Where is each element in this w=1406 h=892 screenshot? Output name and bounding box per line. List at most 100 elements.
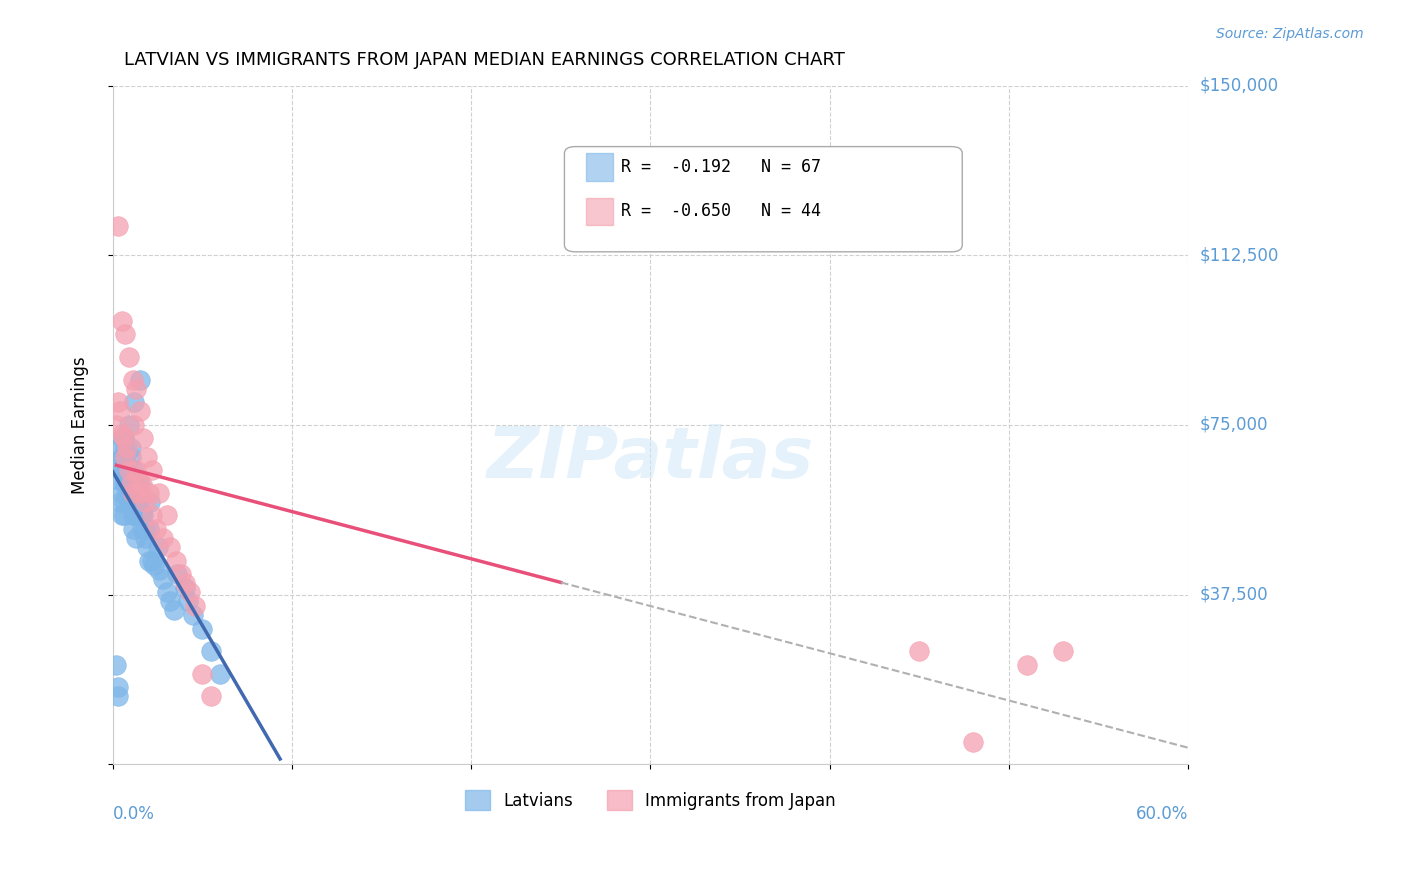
Point <box>200 690 222 704</box>
Point <box>184 599 207 613</box>
FancyBboxPatch shape <box>564 146 962 252</box>
Point <box>128 504 150 518</box>
Point <box>105 657 128 672</box>
Point <box>120 441 142 455</box>
Point <box>112 508 135 523</box>
Point <box>128 404 150 418</box>
Point <box>115 485 138 500</box>
Point <box>177 594 200 608</box>
Point <box>107 395 129 409</box>
Point <box>163 603 186 617</box>
Point <box>120 450 142 464</box>
Point <box>128 485 150 500</box>
Point <box>138 522 160 536</box>
Point <box>170 567 193 582</box>
Point <box>114 327 136 342</box>
Point <box>138 554 160 568</box>
Point <box>115 463 138 477</box>
Point <box>179 585 201 599</box>
Point <box>159 540 181 554</box>
Point <box>209 666 232 681</box>
Point <box>112 432 135 446</box>
Point <box>118 417 141 432</box>
Point <box>114 454 136 468</box>
Point <box>108 441 131 455</box>
Point <box>111 485 134 500</box>
Point <box>125 531 148 545</box>
Point <box>120 495 142 509</box>
Point <box>131 476 153 491</box>
Point <box>183 607 205 622</box>
Point <box>111 432 134 446</box>
Point <box>132 432 155 446</box>
Point <box>108 404 131 418</box>
Point <box>148 485 170 500</box>
Point <box>134 531 156 545</box>
Point <box>173 581 195 595</box>
Point <box>134 522 156 536</box>
Point <box>107 681 129 695</box>
Point <box>191 622 214 636</box>
Point <box>120 476 142 491</box>
Point <box>152 572 174 586</box>
Point <box>132 508 155 523</box>
Text: 0.0%: 0.0% <box>112 805 155 823</box>
Text: LATVIAN VS IMMIGRANTS FROM JAPAN MEDIAN EARNINGS CORRELATION CHART: LATVIAN VS IMMIGRANTS FROM JAPAN MEDIAN … <box>124 51 845 69</box>
Point <box>128 476 150 491</box>
Text: R =  -0.650   N = 44: R = -0.650 N = 44 <box>621 202 821 220</box>
Point <box>141 554 163 568</box>
Point <box>131 522 153 536</box>
Point <box>138 485 160 500</box>
Point <box>173 576 195 591</box>
Text: $112,500: $112,500 <box>1199 246 1278 264</box>
Point <box>121 522 143 536</box>
Y-axis label: Median Earnings: Median Earnings <box>72 356 89 493</box>
Point <box>127 495 149 509</box>
Point <box>148 563 170 577</box>
Point <box>111 314 134 328</box>
Point <box>118 495 141 509</box>
Point <box>120 476 142 491</box>
Point <box>108 495 131 509</box>
Text: $37,500: $37,500 <box>1199 585 1268 604</box>
Point <box>139 495 162 509</box>
Point <box>152 531 174 545</box>
Point <box>125 382 148 396</box>
Point <box>124 417 146 432</box>
Point <box>962 734 984 748</box>
Point <box>165 554 187 568</box>
Point <box>146 540 169 554</box>
Point <box>145 522 167 536</box>
Point <box>118 463 141 477</box>
Point <box>105 417 128 432</box>
Bar <box>586 153 613 180</box>
Point <box>121 373 143 387</box>
Point <box>124 508 146 523</box>
Point <box>128 373 150 387</box>
Point <box>112 495 135 509</box>
Point <box>155 508 177 523</box>
Point <box>131 508 153 523</box>
Point <box>166 567 188 582</box>
Point <box>125 463 148 477</box>
Point <box>191 666 214 681</box>
Point <box>115 476 138 491</box>
Point <box>135 450 157 464</box>
Point <box>121 508 143 523</box>
Point <box>134 495 156 509</box>
Point <box>105 472 128 486</box>
Point <box>124 395 146 409</box>
Point <box>114 472 136 486</box>
Point <box>124 485 146 500</box>
Point <box>118 485 141 500</box>
Point <box>127 472 149 486</box>
Point <box>118 350 141 364</box>
Text: ZIPatlas: ZIPatlas <box>486 425 814 493</box>
Point <box>200 644 222 658</box>
Point <box>121 485 143 500</box>
Point <box>107 690 129 704</box>
Point <box>159 594 181 608</box>
Text: 60.0%: 60.0% <box>1136 805 1188 823</box>
Point <box>155 585 177 599</box>
Bar <box>586 197 613 225</box>
